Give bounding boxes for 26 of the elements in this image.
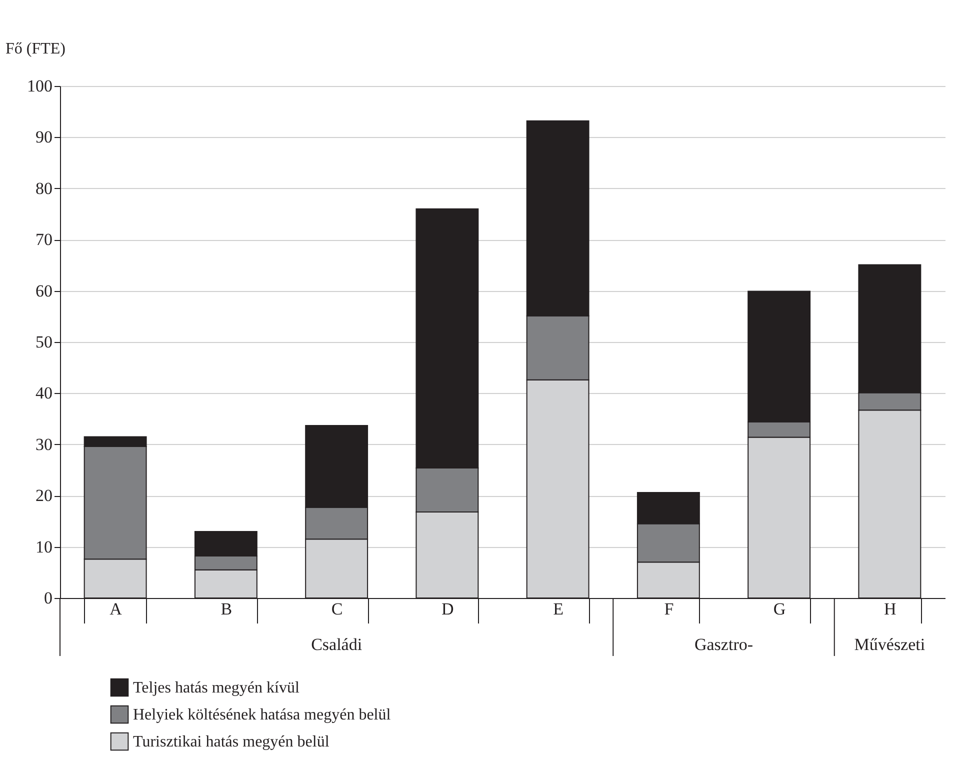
text: Gasztro- xyxy=(694,635,754,654)
x-tick-label: E xyxy=(553,600,564,618)
x-tick-label: B xyxy=(220,600,232,618)
y-tick-label: 70 xyxy=(36,230,52,250)
legend-label: Helyiek költésének hatása megyén belül xyxy=(133,706,392,724)
y-tick-label: 0 xyxy=(44,588,52,608)
y-tick-label: 80 xyxy=(36,178,52,198)
y-axis-title: Fő (FTE) xyxy=(6,40,66,58)
y-tick-label: 30 xyxy=(36,434,52,454)
x-tick-label: G xyxy=(773,600,786,618)
x-tick-label: F xyxy=(664,600,674,618)
x-tick-label: C xyxy=(331,600,343,618)
y-tick-label: 50 xyxy=(36,332,52,352)
legend-label: Teljes hatás megyén kívül xyxy=(133,680,300,696)
x-tick-label: H xyxy=(884,600,896,618)
legend-label: Turisztikai hatás megyén belül xyxy=(133,734,330,750)
y-tick-label: 10 xyxy=(36,537,52,556)
x-tick-label: D xyxy=(442,600,454,618)
x-tick-label: A xyxy=(110,600,123,618)
y-tick-label: 100 xyxy=(27,76,52,96)
y-tick-label: 60 xyxy=(36,281,52,300)
y-tick-label: 90 xyxy=(36,128,52,147)
text: Családi xyxy=(311,635,362,654)
y-tick-label: 20 xyxy=(36,486,52,506)
text: Művészeti xyxy=(854,635,926,654)
y-tick-label: 40 xyxy=(36,384,52,403)
